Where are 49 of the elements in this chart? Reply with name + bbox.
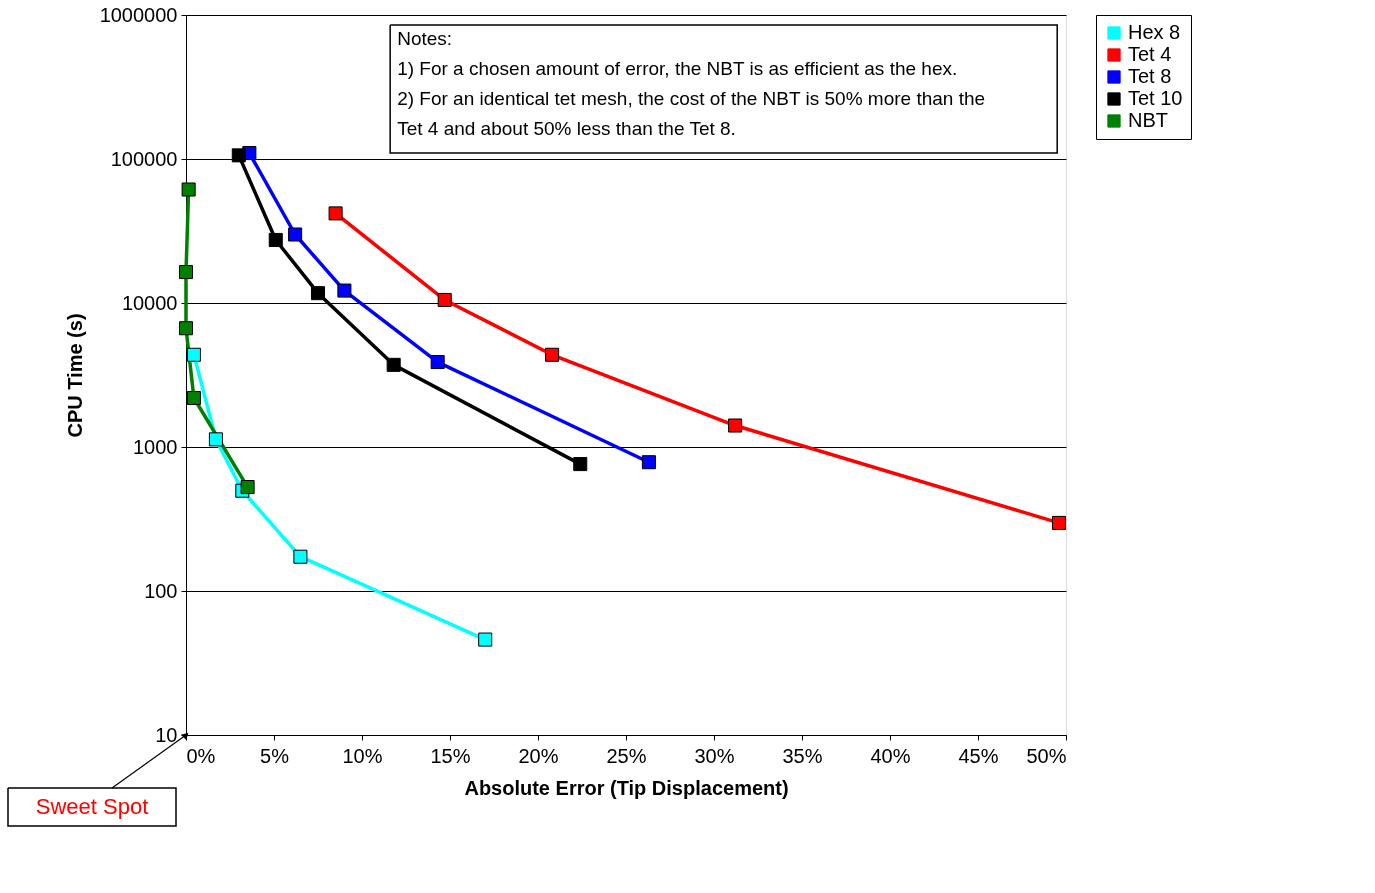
- point: [310, 286, 326, 301]
- point: [178, 321, 194, 336]
- y-tick-label: 10000: [121, 291, 178, 314]
- y-tick-label: 1000000: [99, 3, 178, 26]
- x-tick-label: 5%: [260, 744, 290, 767]
- point: [430, 355, 445, 370]
- x-tick-label: 15%: [430, 744, 471, 767]
- x-tick-label: 10%: [342, 744, 383, 767]
- point: [1051, 515, 1066, 530]
- point: [728, 418, 743, 433]
- x-tick-label: 45%: [958, 744, 999, 767]
- point: [208, 432, 223, 447]
- point: [181, 182, 196, 197]
- point: [186, 390, 201, 405]
- point: [240, 480, 255, 495]
- y-tick-label: 100: [144, 579, 178, 602]
- legend-label: Tet 4: [1128, 43, 1172, 65]
- point: [386, 357, 401, 372]
- point: [293, 549, 308, 564]
- x-tick-label: 35%: [782, 744, 823, 767]
- point: [641, 455, 656, 470]
- y-tick-label: 1000: [133, 435, 178, 458]
- point: [268, 232, 283, 247]
- y-tick-label: 10: [155, 723, 178, 746]
- annotation: Notes: 1) For a chosen amount of error, the NBT is as efficient as the hex. 2) For an identical tet mesh, the cost of the NBT is 50% more than the Tet 4 and about 50% less than the Tet 8.: [397, 28, 986, 139]
- point: [178, 265, 194, 280]
- point: [328, 206, 343, 221]
- point: [186, 347, 201, 362]
- point: [337, 283, 352, 298]
- point: [231, 148, 246, 163]
- x-tick-label: 20%: [518, 744, 559, 767]
- y-tick-label: 100000: [110, 147, 178, 170]
- legend-label: Tet 8: [1128, 65, 1172, 87]
- annotation: Sweet Spot: [35, 794, 149, 819]
- x-tick-label: 0%: [186, 744, 216, 767]
- point: [545, 347, 560, 362]
- x-axis-title: Absolute Error (Tip Displacement): [464, 776, 789, 799]
- point: [437, 292, 452, 307]
- point: [573, 457, 588, 472]
- x-tick-label: 50%: [1026, 744, 1067, 767]
- x-tick-label: 40%: [870, 744, 911, 767]
- x-tick-label: 30%: [694, 744, 735, 767]
- point: [288, 227, 303, 242]
- legend-label: Hex 8: [1128, 21, 1181, 43]
- y-axis-title: CPU Time (s): [63, 313, 86, 438]
- legend-label: NBT: [1128, 109, 1168, 131]
- legend-label: Tet 10: [1128, 87, 1183, 109]
- x-tick-label: 25%: [606, 744, 647, 767]
- point: [478, 632, 493, 647]
